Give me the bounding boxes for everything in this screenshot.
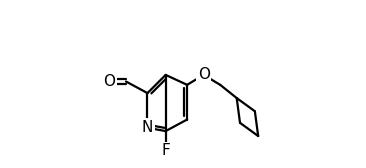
Text: F: F	[161, 143, 170, 158]
Text: O: O	[198, 67, 210, 82]
Text: N: N	[142, 120, 153, 135]
Text: O: O	[104, 74, 116, 89]
